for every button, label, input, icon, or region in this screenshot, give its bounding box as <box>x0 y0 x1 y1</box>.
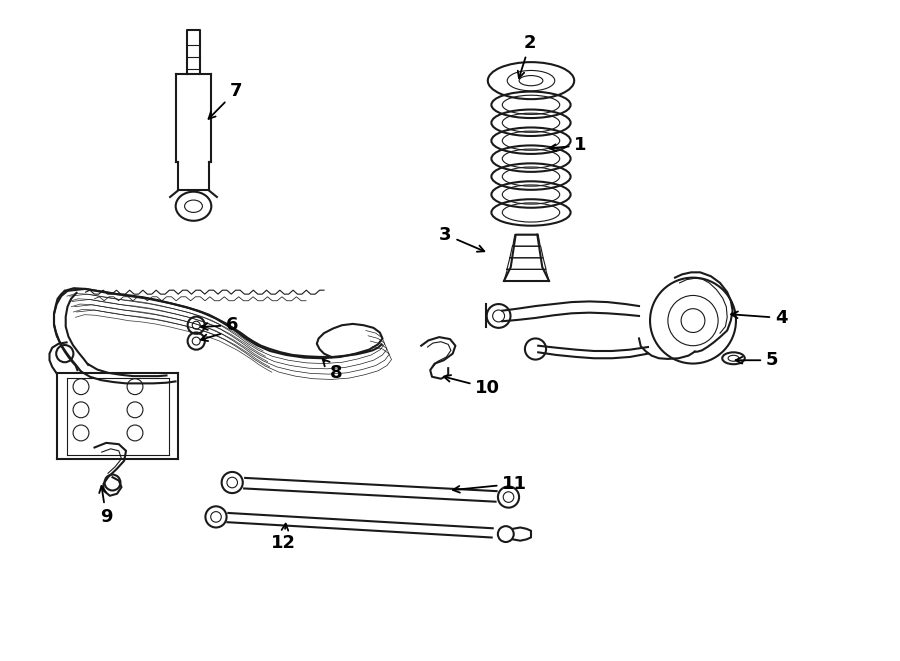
Text: 4: 4 <box>731 309 788 327</box>
Text: 9: 9 <box>99 486 112 526</box>
Text: 1: 1 <box>549 136 587 155</box>
Text: 10: 10 <box>444 375 500 397</box>
Text: 8: 8 <box>323 359 342 383</box>
Text: 6: 6 <box>201 316 239 334</box>
Text: 12: 12 <box>271 524 296 553</box>
Text: 3: 3 <box>439 225 484 252</box>
Text: 5: 5 <box>735 351 778 369</box>
Text: 7: 7 <box>209 82 242 119</box>
Text: 11: 11 <box>453 475 527 493</box>
Text: 2: 2 <box>518 34 536 78</box>
